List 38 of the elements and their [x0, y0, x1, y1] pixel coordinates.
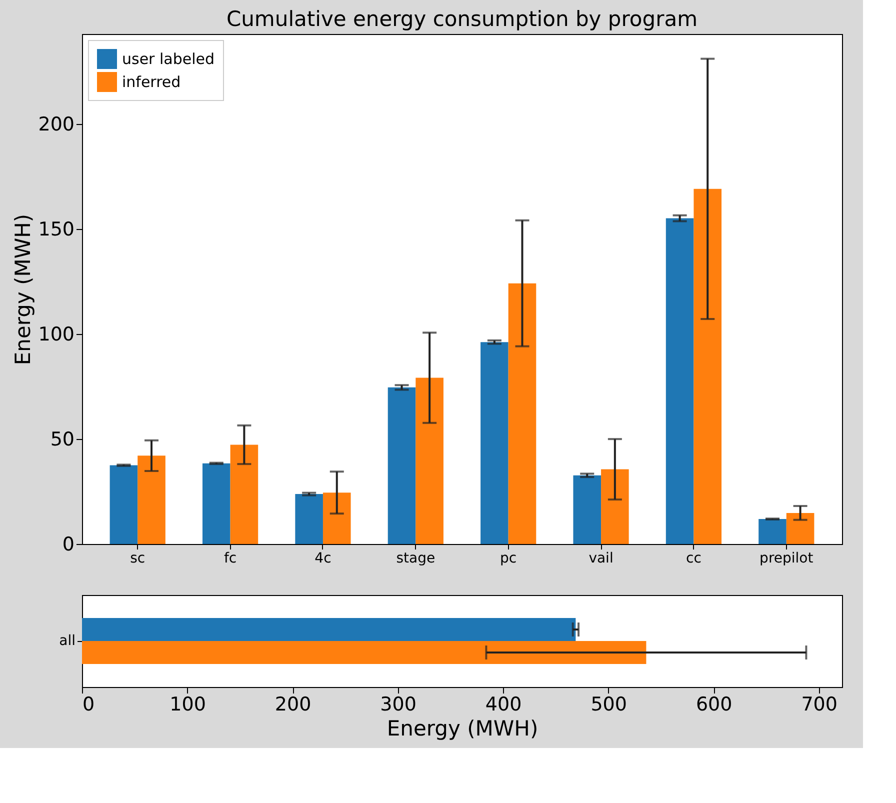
x-tick-label: 700 — [801, 694, 838, 716]
x-tick-label: pc — [500, 550, 517, 566]
x-tick-label: 200 — [274, 694, 312, 716]
bar — [230, 444, 258, 544]
y-tick-label: 50 — [50, 428, 74, 451]
x-tick-label: sc — [130, 550, 146, 566]
y-tick-label: 150 — [38, 218, 74, 241]
legend-label: inferred — [122, 73, 181, 91]
x-tick-label: 600 — [696, 694, 732, 716]
x-axis-title: Energy (MWH) — [386, 716, 538, 740]
x-tick-label: cc — [686, 550, 702, 566]
chart-title: Cumulative energy consumption by program — [226, 7, 698, 31]
bar — [202, 463, 230, 544]
x-tick-label: prepilot — [760, 550, 814, 566]
legend-label: user labeled — [122, 50, 215, 68]
y-tick-label: 200 — [38, 114, 74, 136]
bar — [508, 283, 536, 544]
x-tick-label: 0 — [82, 694, 95, 716]
bar — [110, 465, 138, 544]
x-tick-label: 500 — [590, 694, 627, 716]
x-tick-label: 100 — [170, 694, 206, 716]
x-tick-label: vail — [588, 550, 614, 566]
x-tick-label: 300 — [380, 694, 416, 716]
y-tick-label: 100 — [38, 324, 74, 346]
bar — [758, 519, 786, 544]
bar — [786, 512, 814, 544]
y-tick-label: all — [59, 633, 76, 649]
y-axis-title: Energy (MWH) — [11, 214, 36, 366]
x-tick-label: 4c — [314, 550, 332, 566]
x-tick-label: 400 — [485, 694, 522, 716]
x-tick-label: fc — [224, 550, 237, 566]
bar — [138, 456, 166, 544]
bar — [694, 188, 722, 544]
bar — [666, 218, 694, 544]
bar — [601, 469, 629, 544]
bar — [322, 492, 351, 544]
x-tick-label: stage — [396, 550, 436, 566]
bar — [416, 378, 444, 544]
